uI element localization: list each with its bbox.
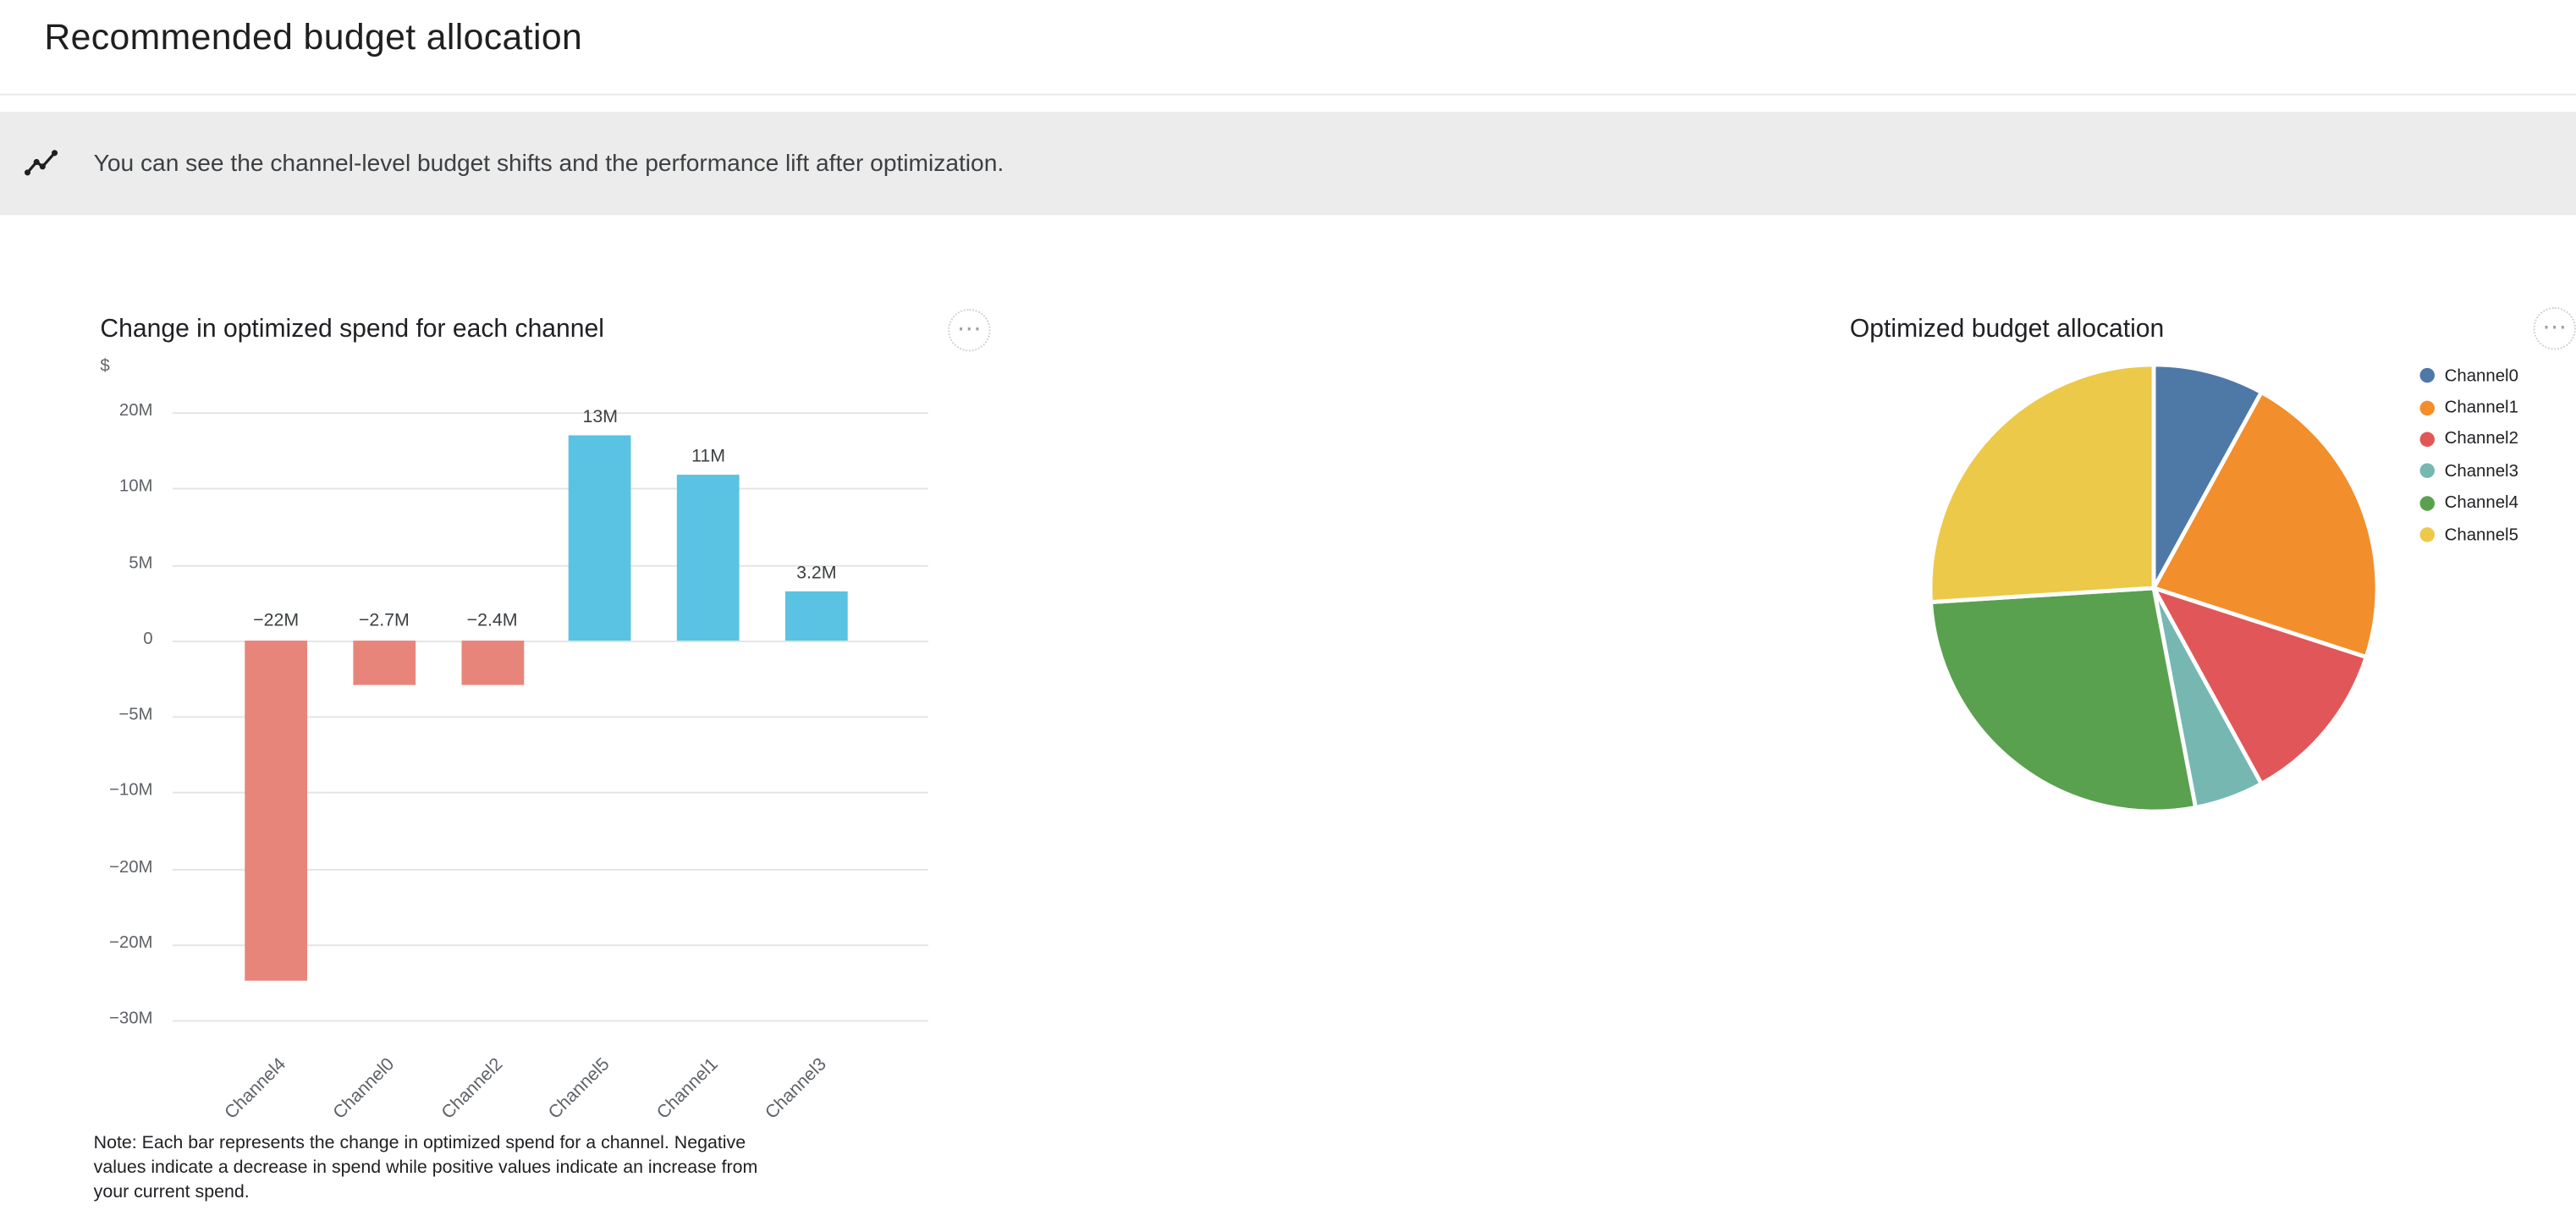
bar-Channel2[interactable] (460, 640, 524, 685)
bar-value-label: 13M (582, 406, 619, 427)
page-title: Recommended budget allocation (44, 16, 583, 58)
legend-color-dot (2419, 464, 2436, 479)
bar-Channel0[interactable] (352, 640, 416, 685)
pie-chart-more-options-button[interactable]: ⋯ (2533, 307, 2576, 350)
more-options-icon: ⋯ (956, 315, 982, 344)
legend-item: Channel2 (2419, 423, 2518, 455)
y-tick-label: 20M (118, 400, 153, 421)
legend-color-dot (2419, 527, 2436, 542)
gridline (172, 640, 928, 642)
bar-Channel5[interactable] (569, 434, 632, 641)
bar-Channel3[interactable] (784, 591, 848, 641)
bar-value-label: −2.4M (466, 610, 518, 630)
pie-chart (1928, 362, 2380, 814)
page-header: Recommended budget allocation (0, 0, 2576, 96)
bar-chart-more-options-button[interactable]: ⋯ (948, 308, 991, 352)
x-tick-label: Channel4 (221, 1054, 290, 1124)
pie-slice-Channel0[interactable] (2151, 362, 2264, 591)
pie-slice-Channel4[interactable] (1929, 586, 2198, 814)
bar-value-label: −2.7M (358, 610, 410, 630)
banner-message: You can see the channel-level budget shi… (93, 150, 1005, 177)
info-banner: You can see the channel-level budget shi… (0, 112, 2576, 216)
legend-color-dot (2419, 495, 2436, 511)
legend-label: Channel0 (2444, 366, 2518, 386)
pie-legend: Channel0 Channel1 Channel2 Channel3 Channel4… (2419, 360, 2518, 551)
legend-color-dot (2419, 368, 2436, 383)
legend-item: Channel0 (2419, 360, 2518, 392)
more-options-icon: ⋯ (2542, 313, 2568, 342)
bar-value-label: 11M (691, 446, 726, 466)
bar-chart-card: Change in optimized spend for each chann… (0, 254, 1060, 1232)
x-tick-label: Channel0 (329, 1054, 399, 1124)
pie-slice-Channel1[interactable] (2151, 390, 2380, 660)
x-tick-label: Channel1 (653, 1054, 723, 1124)
y-tick-label: −10M (108, 780, 153, 800)
gridline (172, 716, 928, 718)
bar-plot-area: 20M 10M 5M 0 −5M −10M −20M −20M −30M −22M Channel4… (0, 255, 1060, 1232)
pie-slice-Channel5[interactable] (1928, 362, 2156, 604)
legend-label: Channel5 (2444, 525, 2518, 545)
legend-item: Channel5 (2419, 519, 2518, 551)
legend-item: Channel4 (2419, 487, 2518, 520)
y-tick-label: −5M (118, 704, 153, 725)
y-tick-label: 10M (118, 476, 153, 497)
gridline (172, 792, 928, 795)
y-tick-label: −20M (108, 932, 153, 953)
insights-icon (23, 146, 59, 182)
legend-label: Channel3 (2444, 461, 2518, 481)
legend-item: Channel3 (2419, 455, 2518, 487)
gridline (172, 564, 928, 566)
x-tick-label: Channel5 (545, 1054, 614, 1124)
gridline (172, 1020, 928, 1022)
y-axis-unit-label: $ (100, 356, 110, 377)
bar-value-label: 3.2M (796, 563, 837, 583)
legend-label: Channel4 (2444, 492, 2518, 514)
legend-item: Channel1 (2419, 392, 2518, 424)
bar-Channel1[interactable] (677, 474, 740, 641)
legend-color-dot (2419, 399, 2436, 415)
gridline (172, 488, 928, 490)
gridline (172, 867, 928, 870)
bar-value-label: −22M (253, 610, 300, 630)
gridline (172, 943, 928, 946)
y-tick-label: −20M (108, 856, 153, 877)
pie-chart-title: Optimized budget allocation (1849, 315, 2165, 344)
bar-Channel4[interactable] (245, 640, 308, 981)
bar-chart-title: Change in optimized spend for each chann… (100, 315, 604, 344)
bar-chart-note: Note: Each bar represents the change in … (93, 1133, 758, 1203)
y-tick-label: 0 (143, 629, 153, 649)
legend-label: Channel1 (2444, 397, 2518, 418)
pie-chart-card: Optimized budget allocation ⋯ Channel0 Ch… (1823, 254, 2576, 945)
legend-color-dot (2419, 432, 2436, 447)
gridline (172, 412, 928, 415)
pie-slice-Channel2[interactable] (2151, 586, 2369, 786)
x-tick-label: Channel3 (762, 1054, 831, 1124)
y-tick-label: 5M (129, 553, 153, 573)
y-tick-label: −30M (108, 1008, 153, 1029)
x-tick-label: Channel2 (437, 1054, 507, 1124)
legend-label: Channel2 (2444, 429, 2518, 449)
